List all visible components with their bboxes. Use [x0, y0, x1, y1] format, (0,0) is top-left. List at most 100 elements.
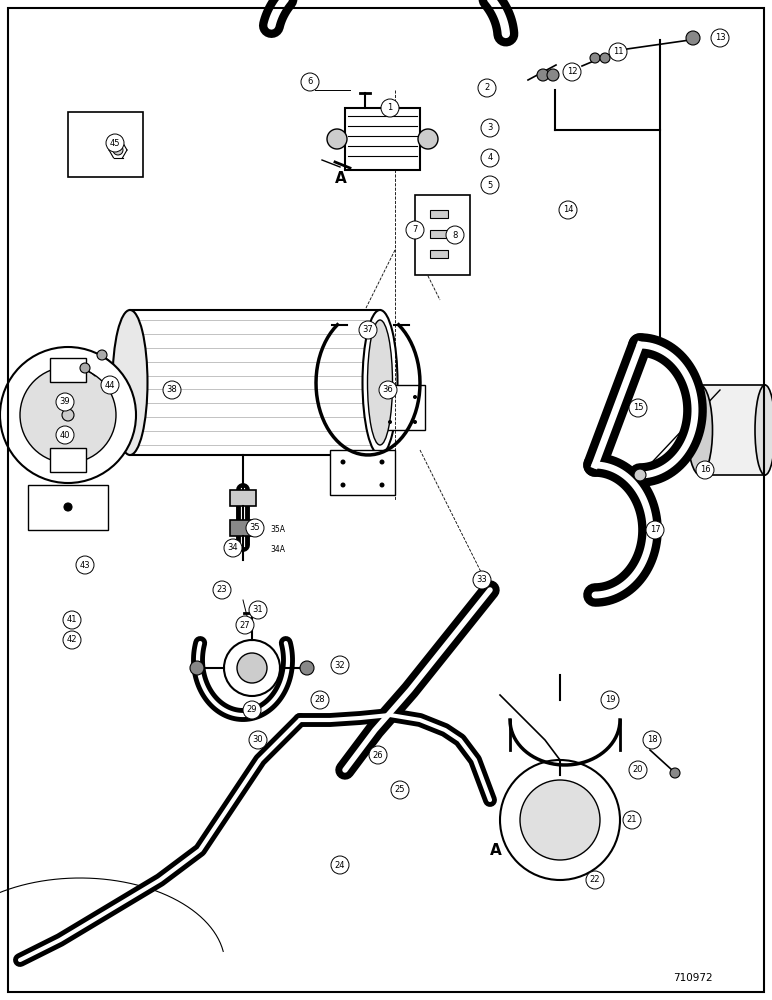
Circle shape — [381, 99, 399, 117]
Circle shape — [113, 145, 123, 155]
Circle shape — [388, 395, 392, 399]
Circle shape — [406, 221, 424, 239]
Circle shape — [76, 556, 94, 574]
Ellipse shape — [755, 385, 772, 475]
Text: 3: 3 — [487, 123, 493, 132]
Circle shape — [359, 321, 377, 339]
Text: 22: 22 — [590, 876, 601, 884]
Circle shape — [311, 691, 329, 709]
Circle shape — [331, 656, 349, 674]
Ellipse shape — [367, 320, 392, 445]
Text: 35: 35 — [249, 524, 260, 532]
Text: 32: 32 — [335, 660, 345, 670]
Text: 25: 25 — [394, 786, 405, 794]
Circle shape — [537, 69, 549, 81]
Text: 15: 15 — [633, 403, 643, 412]
Circle shape — [696, 461, 714, 479]
Circle shape — [590, 53, 600, 63]
Text: 41: 41 — [66, 615, 77, 624]
Text: 8: 8 — [452, 231, 458, 239]
Circle shape — [629, 761, 647, 779]
Text: 34A: 34A — [270, 546, 286, 554]
Text: 39: 39 — [59, 397, 70, 406]
Circle shape — [418, 129, 438, 149]
Circle shape — [56, 393, 74, 411]
Text: A: A — [490, 843, 502, 858]
Bar — [380, 385, 425, 430]
Circle shape — [224, 539, 242, 557]
Bar — [230, 520, 256, 536]
Text: A: A — [335, 171, 347, 186]
Bar — [68, 112, 143, 177]
Text: 14: 14 — [563, 206, 574, 215]
Circle shape — [609, 43, 627, 61]
Text: 20: 20 — [633, 766, 643, 774]
Circle shape — [547, 69, 559, 81]
Circle shape — [380, 483, 384, 488]
Bar — [50, 448, 86, 472]
Ellipse shape — [688, 385, 713, 475]
Ellipse shape — [113, 310, 147, 455]
Text: 36: 36 — [383, 385, 394, 394]
Bar — [430, 250, 448, 258]
Bar — [50, 358, 86, 382]
Circle shape — [97, 350, 107, 360]
Circle shape — [711, 29, 729, 47]
Circle shape — [380, 460, 384, 464]
Text: 27: 27 — [239, 620, 250, 630]
Circle shape — [340, 460, 346, 464]
Bar — [28, 485, 108, 530]
Text: 42: 42 — [66, 636, 77, 645]
Circle shape — [63, 611, 81, 629]
Circle shape — [300, 661, 314, 675]
Circle shape — [63, 631, 81, 649]
Circle shape — [481, 149, 499, 167]
Circle shape — [600, 53, 610, 63]
Circle shape — [56, 426, 74, 444]
Circle shape — [327, 129, 347, 149]
Circle shape — [20, 367, 116, 463]
Circle shape — [686, 31, 700, 45]
Circle shape — [391, 781, 409, 799]
Circle shape — [563, 63, 581, 81]
Text: 29: 29 — [247, 706, 257, 714]
Text: 7: 7 — [412, 226, 418, 234]
Text: 1: 1 — [388, 104, 393, 112]
Circle shape — [163, 381, 181, 399]
Text: 34: 34 — [228, 544, 239, 552]
Bar — [345, 108, 420, 170]
Text: 6: 6 — [307, 78, 313, 87]
Circle shape — [190, 661, 204, 675]
Circle shape — [559, 201, 577, 219]
Circle shape — [62, 409, 74, 421]
Circle shape — [413, 395, 417, 399]
Circle shape — [646, 521, 664, 539]
Text: 35A: 35A — [270, 526, 286, 534]
Circle shape — [481, 176, 499, 194]
Bar — [430, 230, 448, 238]
Text: 44: 44 — [105, 380, 115, 389]
Circle shape — [64, 503, 72, 511]
Circle shape — [446, 226, 464, 244]
Bar — [415, 195, 470, 275]
Circle shape — [379, 381, 397, 399]
Circle shape — [413, 420, 417, 424]
Text: 2: 2 — [484, 84, 489, 93]
Text: 16: 16 — [699, 466, 710, 475]
Circle shape — [500, 760, 620, 880]
Text: 38: 38 — [167, 385, 178, 394]
Circle shape — [224, 640, 280, 696]
Bar — [430, 210, 448, 218]
Circle shape — [331, 856, 349, 874]
Text: 13: 13 — [715, 33, 726, 42]
Circle shape — [0, 347, 136, 483]
Text: 4: 4 — [487, 153, 493, 162]
Text: 40: 40 — [59, 430, 70, 440]
Circle shape — [237, 653, 267, 683]
Circle shape — [301, 73, 319, 91]
Circle shape — [481, 119, 499, 137]
Circle shape — [101, 376, 119, 394]
Circle shape — [236, 616, 254, 634]
Text: 17: 17 — [650, 526, 660, 534]
Ellipse shape — [363, 310, 398, 455]
